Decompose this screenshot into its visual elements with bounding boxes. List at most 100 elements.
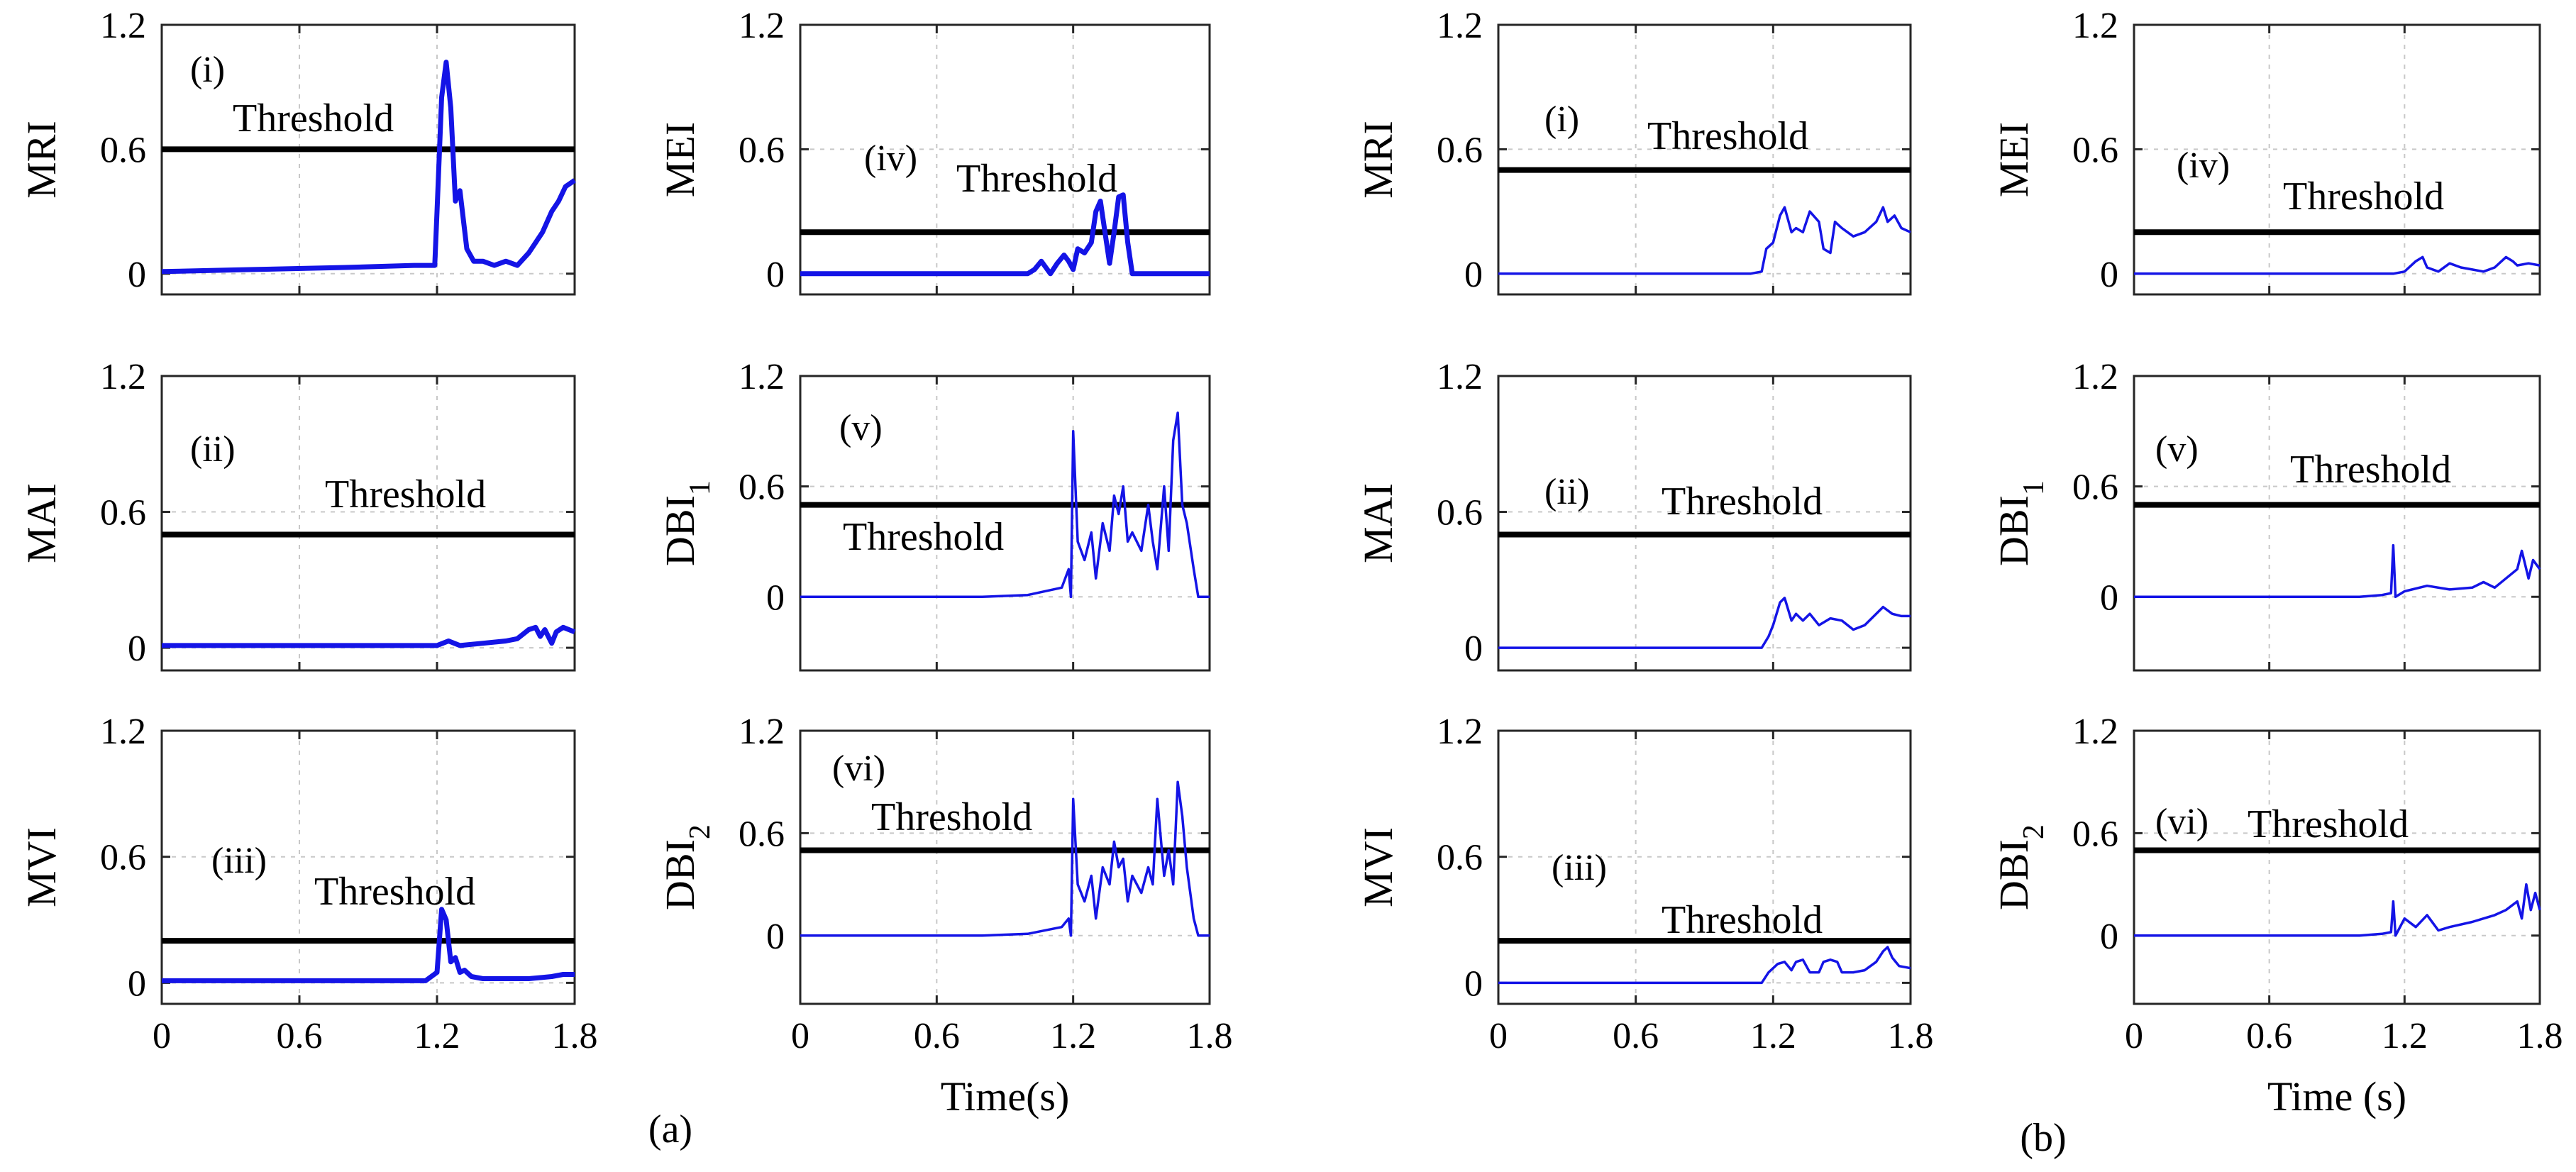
x-tick-label: 0 xyxy=(791,1016,809,1056)
axes-box xyxy=(2133,23,2541,296)
y-tick-label: 0.6 xyxy=(739,468,785,508)
data-series-line xyxy=(162,907,575,983)
y-tick-label: 0.6 xyxy=(100,838,146,878)
threshold-label: Threshold xyxy=(314,870,475,914)
y-axis-label: MVI xyxy=(1355,827,1401,907)
x-tick-label: 0 xyxy=(2125,1016,2143,1056)
y-axis-label: MEI xyxy=(657,122,703,197)
y-tick-label: 0.6 xyxy=(2072,468,2118,508)
panel-label: (iii) xyxy=(211,841,267,881)
y-axis-label-text: MEI xyxy=(657,122,703,197)
x-tick-label: 0.6 xyxy=(2246,1016,2292,1056)
x-tick-label: 0.6 xyxy=(277,1016,323,1056)
y-tick-label: 0.6 xyxy=(2072,814,2118,854)
threshold-label: Threshold xyxy=(325,472,486,516)
x-tick-label: 1.8 xyxy=(2517,1016,2563,1056)
y-tick-label: 0 xyxy=(766,917,785,957)
panel-label: (ii) xyxy=(190,429,236,470)
y-tick-label: 0.6 xyxy=(2072,130,2118,170)
y-tick-label: 1.2 xyxy=(100,6,146,46)
panel-label: (vi) xyxy=(2155,802,2209,842)
y-axis-label: MEI xyxy=(1991,122,2037,197)
figure-label-b: (b) xyxy=(2020,1116,2066,1160)
data-series-line xyxy=(1498,206,1911,275)
panel-label: (iv) xyxy=(864,138,917,179)
y-axis-label: MRI xyxy=(1355,121,1401,199)
panel-label: (iv) xyxy=(2177,145,2230,186)
y-tick-label: 0 xyxy=(1464,963,1483,1004)
data-series-line xyxy=(2134,255,2541,275)
chart-b-DBI2: 0 0.6 1.2 1.8 0 0.6 1.2 DBI2 Time (s) (vi) Thresho… xyxy=(1991,712,2563,1120)
axes-box xyxy=(799,729,1211,1005)
y-axis-label-subscript: 1 xyxy=(684,480,717,495)
threshold-label: Threshold xyxy=(843,515,1004,559)
y-axis-label: DBI1 xyxy=(657,480,717,566)
chart-a-MAI: 0 0.6 1.2 MAI (ii) Threshold xyxy=(18,357,576,672)
y-axis-label-text: DBI xyxy=(1991,839,2037,910)
axes-box xyxy=(799,23,1211,296)
axes-box xyxy=(1497,375,1912,672)
x-tick-label: 1.8 xyxy=(552,1016,598,1056)
y-axis-label-text: MRI xyxy=(18,121,65,199)
x-axis-label: Time(s) xyxy=(941,1073,1070,1120)
y-tick-label: 0.6 xyxy=(100,130,146,170)
y-axis-label-text: MVI xyxy=(1355,827,1401,907)
y-axis-label-text: MVI xyxy=(18,827,65,907)
y-tick-label: 1.2 xyxy=(1437,712,1483,752)
x-axis-label: Time (s) xyxy=(2267,1073,2406,1120)
threshold-label: Threshold xyxy=(1647,114,1808,158)
x-tick-label: 0.6 xyxy=(914,1016,960,1056)
chart-a-MRI: 0 0.6 1.2 MRI (i)Threshold xyxy=(18,6,576,296)
panel-label: (ii) xyxy=(1544,472,1590,512)
chart-a-MEI: 0 0.6 1.2 MEI (iv) Threshold xyxy=(657,6,1211,296)
axes-box xyxy=(160,23,576,296)
axes-box xyxy=(799,375,1211,672)
axes-box xyxy=(160,375,576,672)
y-axis-label-text: DBI xyxy=(657,495,703,566)
y-tick-label: 0 xyxy=(2100,917,2118,957)
panel-label: (vi) xyxy=(832,748,885,789)
y-tick-label: 1.2 xyxy=(1437,6,1483,46)
chart-b-DBI1: 0 0.6 1.2 DBI1 (v) Threshold xyxy=(1991,357,2541,672)
panel-label: (iii) xyxy=(1552,848,1607,888)
y-axis-label: MVI xyxy=(18,827,65,907)
axes-box xyxy=(2133,375,2541,672)
chart-a-DBI1: 0 0.6 1.2 DBI1 (v) Threshold xyxy=(657,357,1211,672)
panel-label: (v) xyxy=(839,408,883,448)
y-axis-label: MAI xyxy=(1355,483,1401,563)
data-series-line xyxy=(800,411,1210,599)
y-axis-label-subscript: 2 xyxy=(684,824,717,839)
y-tick-label: 1.2 xyxy=(739,6,785,46)
threshold-label: Threshold xyxy=(2248,802,2409,846)
x-tick-label: 1.2 xyxy=(414,1016,460,1056)
chart-b-MRI: 0 0.6 1.2 MRI (i) Threshold xyxy=(1355,6,1912,296)
y-tick-label: 0 xyxy=(1464,629,1483,669)
x-tick-label: 1.2 xyxy=(1050,1016,1096,1056)
y-axis-label-text: DBI xyxy=(1991,495,2037,566)
chart-a-DBI2: 0 0.6 1.2 1.8 0 0.6 1.2 DBI2 Time(s) (vi) Threshol… xyxy=(657,712,1233,1120)
y-tick-label: 0 xyxy=(2100,577,2118,618)
chart-a-MVI: 0 0.6 1.2 1.8 0 0.6 1.2 MVI (iii) Threshold xyxy=(18,712,598,1056)
data-series-line xyxy=(161,60,576,275)
threshold-label: Threshold xyxy=(2290,448,2451,492)
y-tick-label: 0.6 xyxy=(1437,838,1483,878)
y-tick-label: 1.2 xyxy=(2072,357,2118,397)
y-tick-label: 0 xyxy=(2100,255,2118,295)
y-tick-label: 1.2 xyxy=(100,357,146,397)
data-series-line xyxy=(2134,883,2541,937)
y-tick-label: 0 xyxy=(1464,255,1483,295)
y-tick-label: 1.2 xyxy=(2072,6,2118,46)
x-tick-label: 0 xyxy=(153,1016,171,1056)
y-tick-label: 0 xyxy=(766,577,785,618)
y-axis-label-text: MRI xyxy=(1355,121,1401,199)
threshold-label: Threshold xyxy=(1662,898,1823,942)
y-axis-label-subscript: 2 xyxy=(2018,824,2050,839)
y-tick-label: 1.2 xyxy=(100,712,146,752)
y-axis-label-text: MAI xyxy=(18,483,65,563)
y-tick-label: 0 xyxy=(128,255,146,295)
y-tick-label: 0.6 xyxy=(739,130,785,170)
axes-box xyxy=(1497,23,1912,296)
x-tick-label: 0.6 xyxy=(1613,1016,1659,1056)
x-tick-label: 1.2 xyxy=(2382,1016,2428,1056)
y-axis-label-text: MEI xyxy=(1991,122,2037,197)
